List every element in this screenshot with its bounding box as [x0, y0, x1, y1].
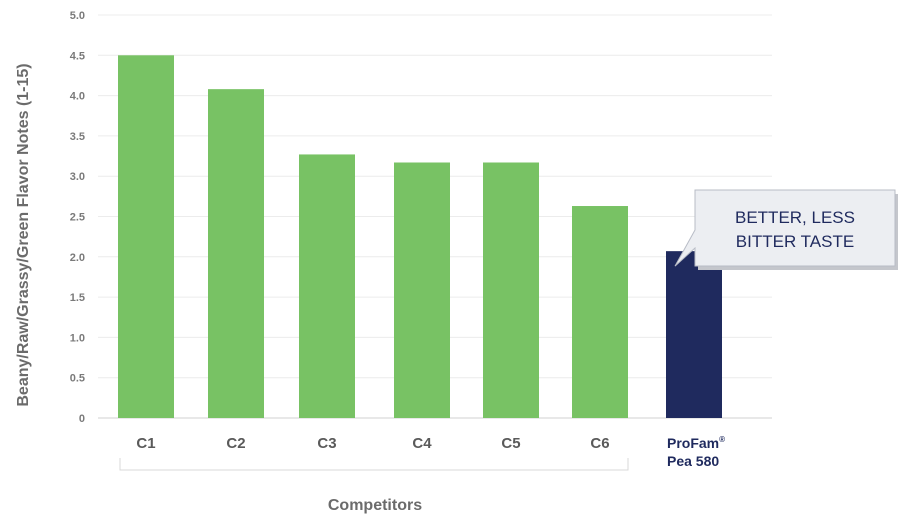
y-tick-label: 2.0	[70, 252, 85, 264]
category-label: C6	[590, 435, 609, 452]
y-tick-label: 5.0	[70, 10, 85, 22]
bar	[394, 162, 450, 418]
y-tick-label: 3.5	[70, 131, 85, 143]
y-tick-label: 0	[79, 413, 85, 425]
y-tick-label: 1.0	[70, 332, 85, 344]
bar	[299, 154, 355, 419]
callout-bubble	[674, 189, 896, 267]
y-tick-label: 1.5	[70, 292, 85, 304]
bar	[572, 206, 628, 418]
bar-highlight	[666, 251, 722, 418]
category-label: C4	[412, 435, 432, 452]
y-tick-label: 0.5	[70, 373, 85, 385]
bars	[118, 55, 722, 419]
y-tick-label: 4.5	[70, 50, 85, 62]
category-label: ProFam® Pea 580	[667, 435, 725, 469]
bar	[483, 162, 539, 418]
y-tick-label: 4.0	[70, 91, 85, 103]
category-label: C2	[226, 435, 245, 452]
category-label: C3	[317, 435, 336, 452]
category-label: C1	[136, 435, 155, 452]
callout-text: BITTER TASTE	[736, 232, 854, 251]
callout-text: BETTER, LESS	[735, 208, 855, 227]
y-tick-labels: 0 0.5 1.0 1.5 2.0 2.5 3.0 3.5 4.0 4.5 5.0	[70, 10, 85, 425]
y-axis-title: Beany/Raw/Grassy/Green Flavor Notes (1-1…	[15, 63, 32, 406]
bar	[118, 55, 174, 419]
bar	[208, 89, 264, 418]
category-labels: C1 C2 C3 C4 C5 C6 ProFam® Pea 580	[136, 435, 725, 469]
y-tick-label: 3.0	[70, 171, 85, 183]
competitors-bracket	[119, 458, 629, 471]
category-label: C5	[501, 435, 520, 452]
callout-box: BETTER, LESS BITTER TASTE	[674, 189, 898, 270]
y-tick-label: 2.5	[70, 212, 85, 224]
x-axis-title: Competitors	[328, 497, 422, 514]
